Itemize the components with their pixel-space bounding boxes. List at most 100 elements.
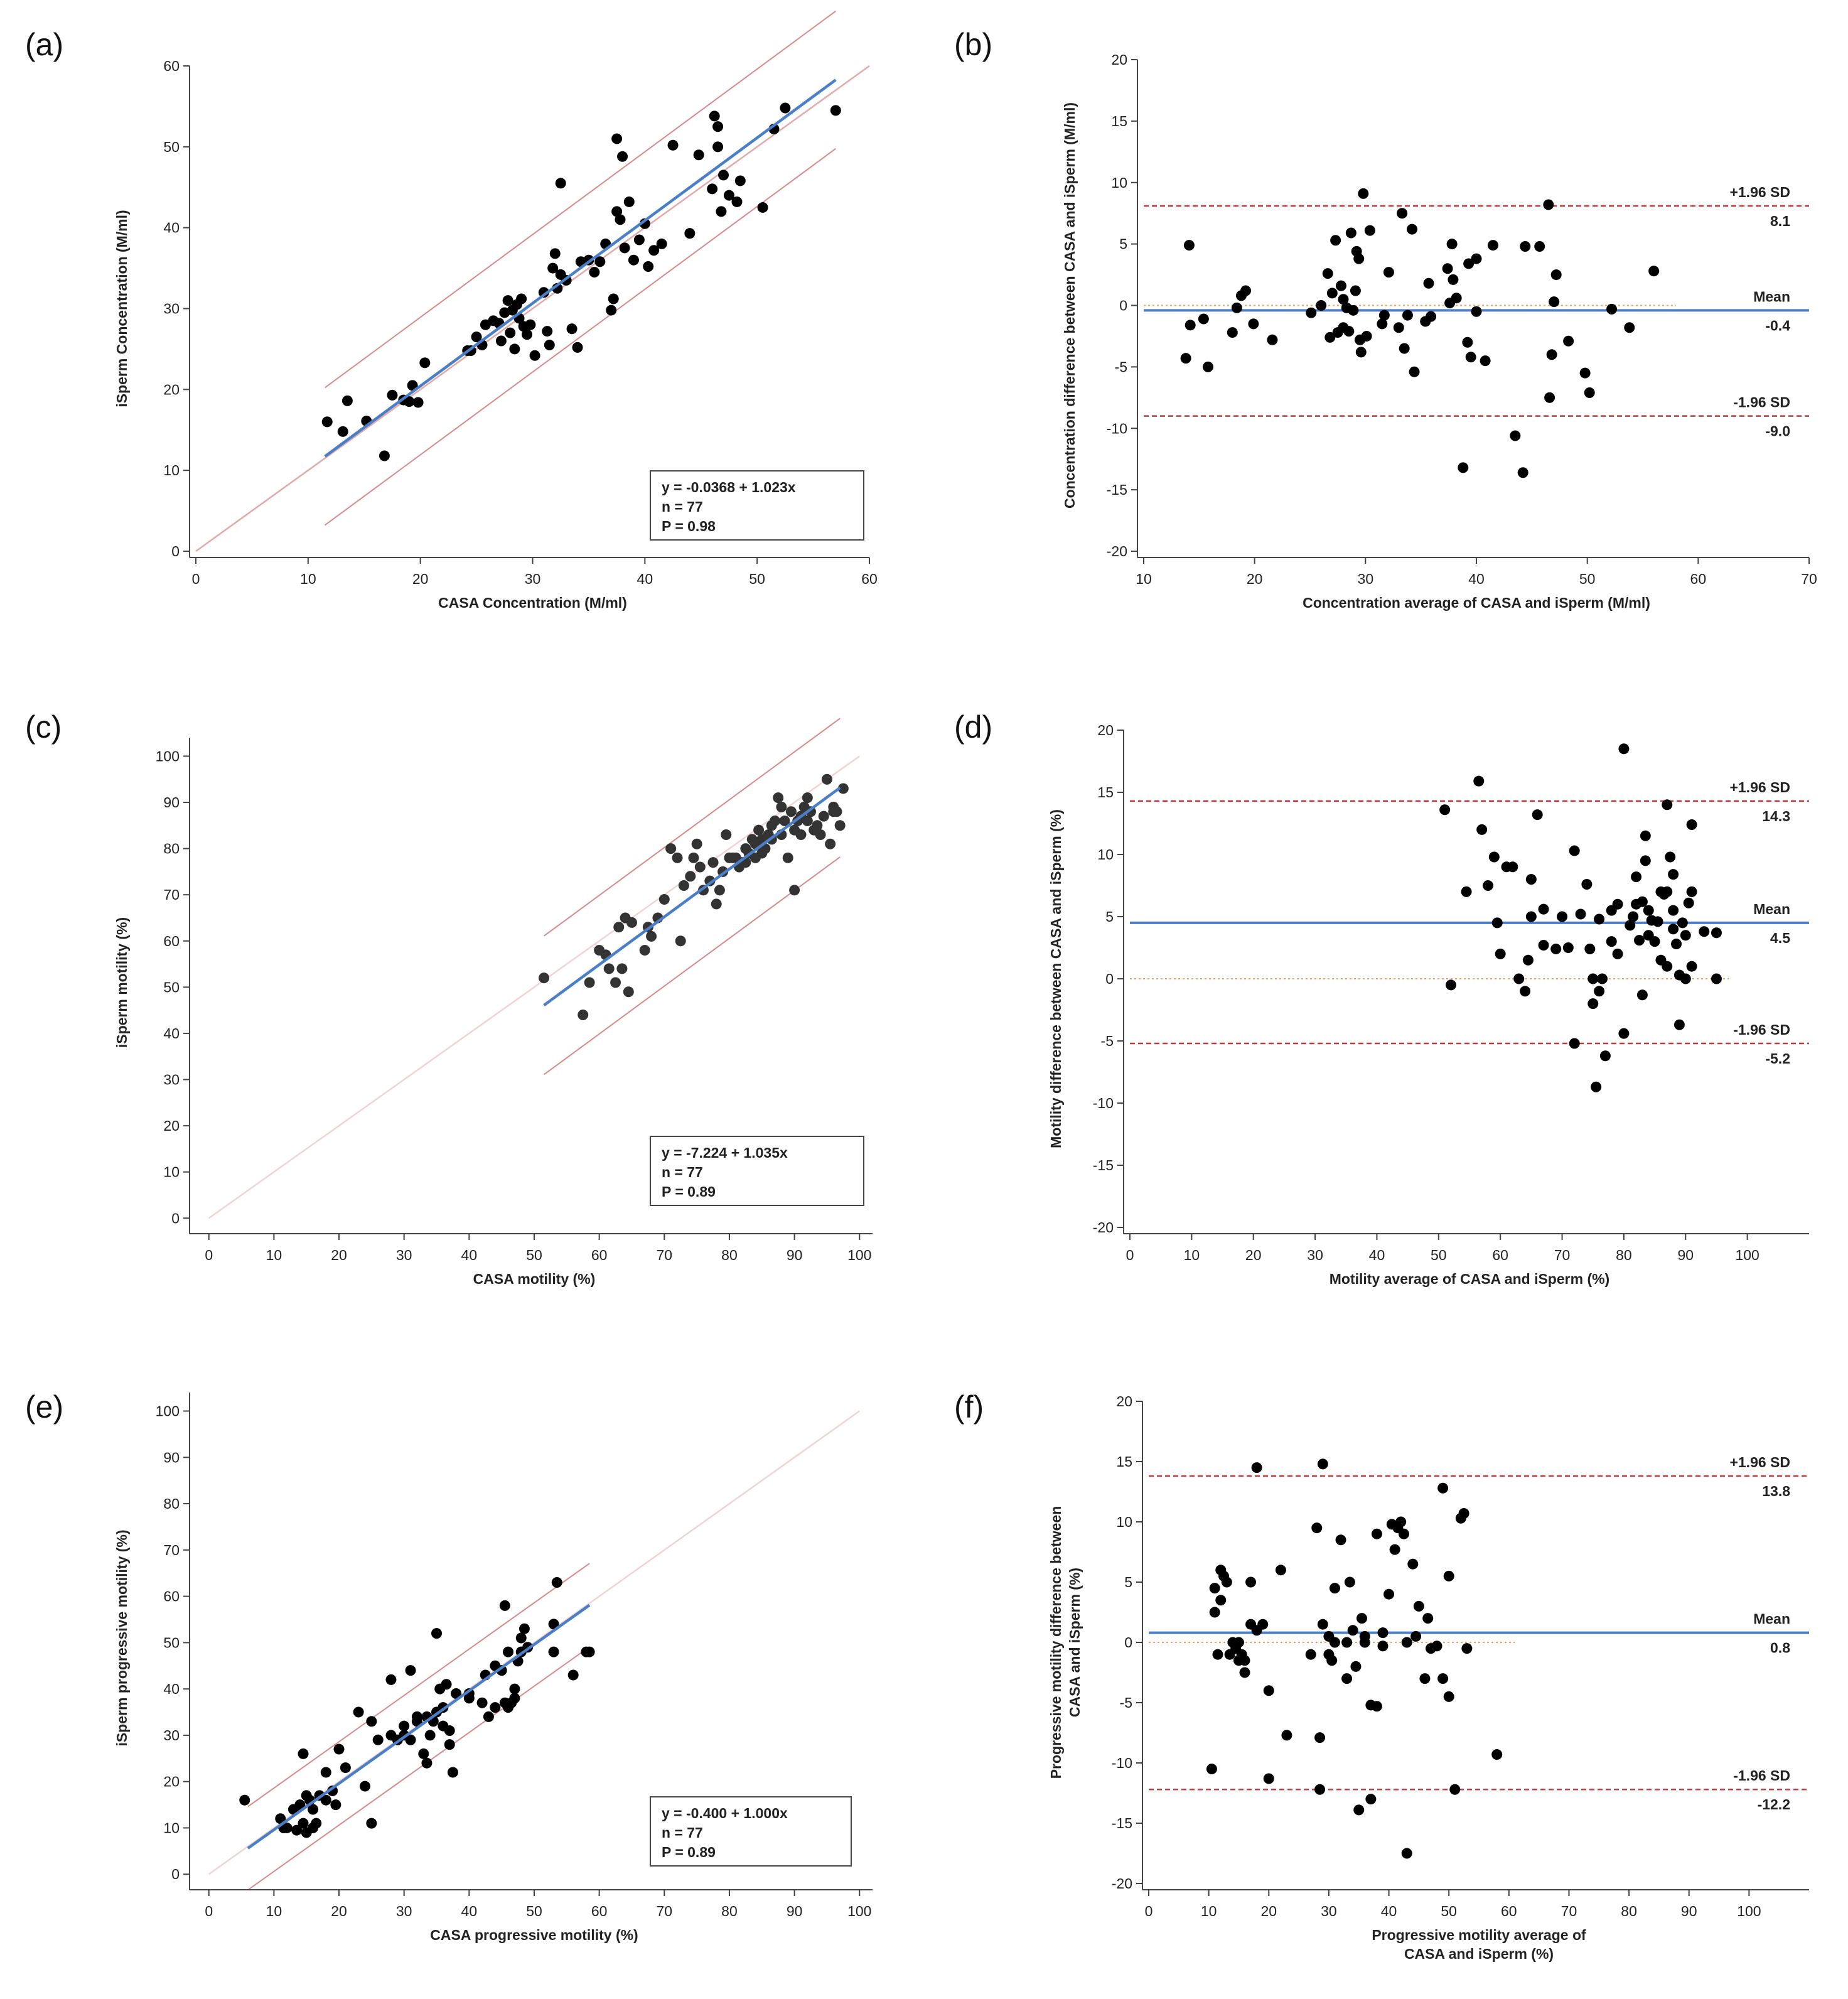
data-point [516,293,527,304]
data-point [694,861,706,873]
data-point [321,416,333,428]
data-point [1488,240,1498,251]
data-point [1652,916,1663,927]
data-point [1316,300,1327,311]
data-point [1305,1649,1316,1660]
data-point [1361,330,1372,342]
y-tick-label: 15 [1111,113,1127,129]
y-axis-label-line: Progressive motility difference between [1048,1506,1064,1779]
data-point [308,1804,319,1815]
data-point [1594,913,1605,925]
data-point [1341,1673,1353,1684]
data-point [412,397,424,408]
x-tick-label: 10 [266,1247,282,1263]
data-point [753,824,765,836]
x-axis-label: CASA motility (%) [473,1271,596,1287]
data-point [789,885,800,896]
limit-label-mean: Mean [1753,901,1790,917]
regression-line [324,78,837,458]
data-point [1550,269,1562,281]
data-point [281,1822,293,1833]
data-point [1359,1630,1370,1642]
y-tick-label: 100 [156,1403,180,1420]
data-point [1458,1508,1469,1519]
data-point [785,806,797,817]
data-point [1383,267,1394,278]
panel-letter: (b) [954,27,992,62]
limit-value-lower: -5.2 [1765,1050,1790,1067]
data-point [1422,1613,1434,1624]
data-point [1543,199,1554,210]
data-point [707,857,719,868]
x-tick-label: 80 [721,1903,738,1919]
data-point [1410,1630,1422,1642]
limit-value-upper: 8.1 [1770,213,1790,229]
data-point [825,838,836,849]
data-point [688,852,699,863]
data-point [1612,898,1623,910]
data-point [1402,310,1413,321]
data-point [1185,320,1196,331]
data-point [1532,809,1543,821]
data-point [628,254,639,266]
data-point [1624,322,1635,333]
data-point [480,319,491,330]
data-point [716,206,727,217]
y-tick-label: 30 [163,1072,180,1088]
data-point [1640,855,1651,866]
y-axis-label: Concentration difference between CASA an… [1061,102,1078,509]
data-point [1662,799,1673,811]
data-point [1677,917,1688,929]
y-tick-label: 0 [171,1866,180,1882]
data-point [693,149,704,161]
data-point [1448,274,1459,285]
data-point [1488,851,1500,863]
data-point [1522,954,1534,966]
limit-label-lower: -1.96 SD [1733,1767,1790,1784]
data-point [483,1711,494,1722]
panel-letter: (d) [954,709,992,745]
data-point [509,343,520,355]
data-point [451,1688,462,1700]
data-point [1461,1643,1473,1654]
data-point [399,1720,410,1732]
y-tick-label: -10 [1093,1095,1114,1111]
data-point [1443,1691,1454,1702]
data-point [1686,961,1697,972]
data-point [1581,879,1593,890]
x-tick-label: 0 [205,1247,213,1263]
x-tick-label: 10 [1201,1903,1217,1919]
stats-line: n = 77 [662,1824,703,1841]
data-point [770,815,781,826]
limit-label-upper: +1.96 SD [1729,184,1790,200]
data-point [610,977,621,988]
data-point [617,151,628,162]
x-tick-label: 90 [1681,1903,1697,1919]
y-axis-label: iSperm Concentration (M/ml) [114,210,130,407]
y-tick-label: 80 [163,1495,180,1512]
y-tick-label: 0 [1105,971,1114,987]
data-point [1377,1641,1389,1652]
y-tick-label: 15 [1097,784,1114,800]
data-point [1183,240,1195,251]
data-point [407,380,418,391]
data-point [1347,1625,1358,1636]
limit-value-lower: -12.2 [1758,1796,1790,1813]
limit-label-lower: -1.96 SD [1733,394,1790,411]
data-point [379,450,390,461]
data-point [1606,303,1618,315]
data-point [815,829,826,841]
data-point [773,792,784,804]
data-point [1520,241,1531,252]
data-point [712,121,724,132]
y-tick-label: -20 [1107,543,1127,559]
data-point [1350,1661,1362,1672]
data-point [544,339,555,350]
y-tick-label: 100 [156,748,180,764]
data-point [623,196,635,207]
data-point [1323,1649,1335,1660]
x-tick-label: 30 [1307,1247,1323,1263]
data-point [471,331,482,343]
y-tick-label: -5 [1115,358,1127,375]
data-point [812,820,823,831]
